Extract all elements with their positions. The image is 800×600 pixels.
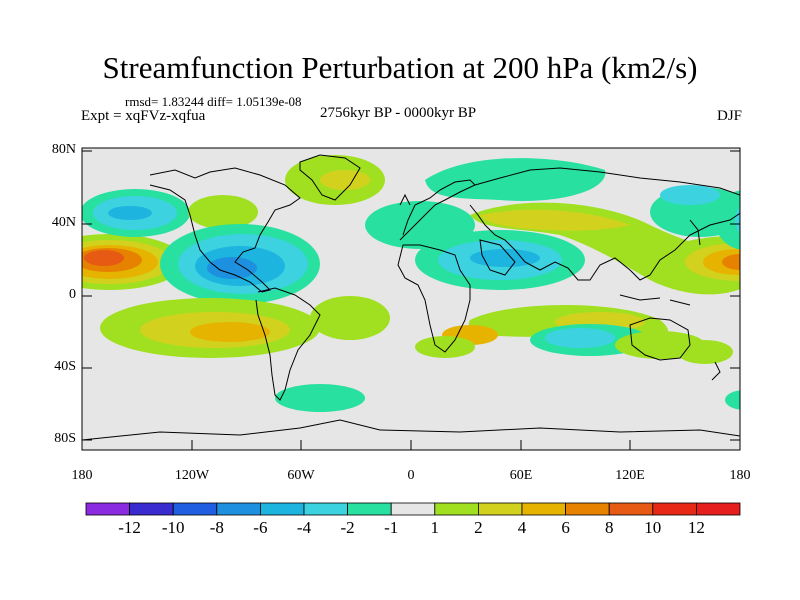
plot-title: Streamfunction Perturbation at 200 hPa (… — [102, 50, 698, 85]
colorbar-swatch — [434, 502, 479, 516]
colorbar-label: -6 — [253, 518, 268, 537]
colorbar-swatch — [696, 502, 741, 516]
colorbar-label: -10 — [161, 518, 185, 537]
colorbar-label: 8 — [604, 518, 614, 537]
colorbar-label: 1 — [430, 518, 440, 537]
x-tick-label: 120E — [615, 468, 645, 483]
x-tick-label: 60W — [287, 468, 315, 483]
colorbar-label: -2 — [340, 518, 355, 537]
y-ticks — [82, 150, 740, 441]
colorbar-label: -8 — [209, 518, 224, 537]
y-tick-label: 40N — [51, 215, 76, 230]
coastlines — [82, 154, 740, 441]
x-tick-label: 180 — [71, 468, 93, 483]
rmsd-stats: rmsd= 1.83244 diff= 1.05139e-08 — [125, 94, 302, 109]
colorbar-swatch — [390, 502, 436, 516]
colorbar-label: -1 — [384, 518, 399, 537]
contour-fields — [82, 155, 740, 412]
colorbar-swatch — [303, 502, 348, 516]
y-tick-label: 0 — [69, 287, 76, 302]
colorbar-label: 12 — [687, 518, 705, 537]
season-label: DJF — [716, 108, 742, 124]
colorbar-swatch — [347, 502, 392, 516]
experiment-label: Expt = xqFVz-xqfua — [81, 108, 206, 124]
x-tick-label: 60E — [509, 468, 533, 483]
colorbar-swatch — [521, 502, 566, 516]
colorbar-swatch — [477, 502, 523, 516]
x-tick-label: 180 — [729, 468, 751, 483]
colorbar — [85, 502, 741, 516]
y-tick-label: 80S — [54, 431, 76, 446]
x-ticks — [81, 440, 741, 450]
y-tick-label: 80N — [51, 142, 76, 157]
colorbar-swatch — [129, 502, 174, 516]
colorbar-swatch — [652, 502, 697, 516]
colorbar-swatch — [259, 502, 305, 516]
colorbar-label: 4 — [517, 518, 527, 537]
x-tick-label: 0 — [407, 468, 415, 483]
colorbar-label: 10 — [644, 518, 662, 537]
map-background — [82, 148, 740, 450]
colorbar-label: -12 — [118, 518, 141, 537]
colorbar-label: 2 — [474, 518, 483, 537]
colorbar-swatch — [608, 502, 654, 516]
colorbar-label: -4 — [296, 518, 312, 537]
y-tick-label: 40S — [54, 359, 76, 374]
x-tick-label: 120W — [174, 468, 210, 483]
colorbar-swatch — [565, 502, 610, 516]
colorbar-swatch — [85, 502, 130, 516]
colorbar-label: 6 — [561, 518, 570, 537]
colorbar-swatch — [172, 502, 218, 516]
colorbar-swatch — [216, 502, 261, 516]
time-range-label: 2756kyr BP - 0000kyr BP — [320, 105, 477, 121]
